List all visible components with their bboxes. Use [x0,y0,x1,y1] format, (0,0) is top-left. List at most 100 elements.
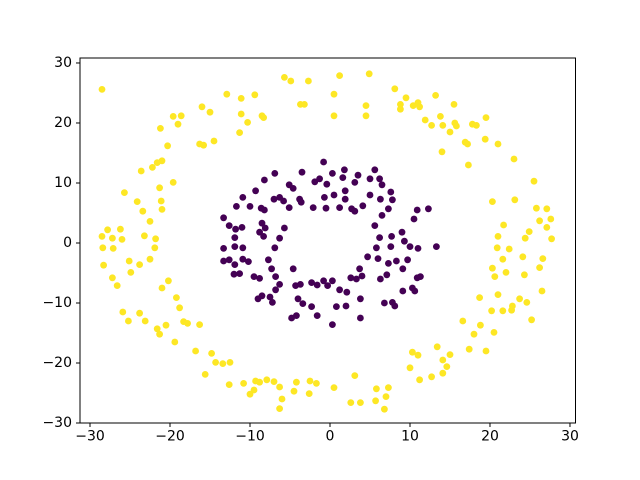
data-point-outer-circle-class [212,359,220,366]
data-point-outer-circle-class [136,261,144,268]
data-point-inner-circle-class [377,195,384,203]
data-point-inner-circle-class [320,277,327,285]
data-point-outer-circle-class [158,284,166,292]
data-point-inner-circle-class [425,205,432,213]
data-point-inner-circle-class [239,244,247,252]
data-point-inner-circle-class [231,261,239,268]
data-point-outer-circle-class [165,277,172,285]
data-point-outer-circle-class [533,204,540,212]
data-point-outer-circle-class [385,384,392,391]
data-point-outer-circle-class [505,245,513,253]
data-point-outer-circle-class [171,338,179,346]
data-point-outer-circle-class [118,236,126,243]
data-point-outer-circle-class [153,325,161,333]
data-point-inner-circle-class [341,187,349,195]
data-point-outer-circle-class [152,235,160,243]
data-point-outer-circle-class [287,77,295,85]
y-tick-label: 0 [63,235,72,251]
data-point-inner-circle-class [336,286,343,294]
data-point-inner-circle-class [298,168,306,176]
data-point-inner-circle-class [322,204,330,212]
data-point-outer-circle-class [146,255,154,263]
y-tick-label: 30 [54,55,72,71]
data-point-inner-circle-class [321,194,328,201]
data-point-outer-circle-class [490,329,498,336]
data-point-outer-circle-class [198,103,206,111]
data-point-outer-circle-class [536,217,543,225]
data-point-outer-circle-class [414,351,422,359]
data-point-outer-circle-class [109,234,116,242]
data-point-outer-circle-class [176,304,184,312]
data-point-inner-circle-class [404,256,411,264]
data-point-inner-circle-class [272,286,279,294]
data-point-outer-circle-class [278,395,286,403]
data-point-inner-circle-class [256,275,263,282]
data-point-inner-circle-class [329,170,336,177]
data-point-outer-circle-class [146,218,154,225]
data-point-outer-circle-class [347,399,355,406]
data-point-outer-circle-class [117,225,124,233]
data-point-inner-circle-class [387,188,395,196]
data-point-outer-circle-class [446,128,454,136]
data-point-outer-circle-class [373,385,380,393]
data-point-inner-circle-class [254,295,262,303]
data-point-inner-circle-class [250,273,258,280]
data-point-inner-circle-class [353,275,360,283]
data-point-inner-circle-class [285,204,293,212]
data-point-outer-circle-class [98,86,106,93]
data-point-outer-circle-class [196,321,204,328]
data-point-inner-circle-class [357,314,364,322]
data-point-outer-circle-class [260,114,267,121]
data-point-outer-circle-class [113,282,121,289]
data-point-outer-circle-class [270,378,278,385]
data-point-outer-circle-class [236,129,244,137]
data-point-inner-circle-class [268,265,275,273]
data-point-outer-circle-class [489,264,496,272]
data-point-outer-circle-class [439,369,447,377]
data-point-outer-circle-class [523,299,531,306]
data-point-outer-circle-class [169,113,177,120]
data-point-inner-circle-class [289,265,297,273]
data-point-outer-circle-class [119,308,127,316]
data-point-outer-circle-class [464,140,471,148]
data-point-inner-circle-class [265,256,272,264]
data-point-inner-circle-class [376,175,383,183]
data-point-outer-circle-class [157,197,165,205]
data-point-inner-circle-class [343,288,351,296]
data-point-outer-circle-class [104,226,111,234]
data-point-outer-circle-class [330,112,338,120]
data-point-outer-circle-class [365,70,373,78]
data-point-inner-circle-class [232,225,240,233]
data-point-outer-circle-class [477,321,484,329]
data-point-outer-circle-class [391,85,399,93]
data-point-inner-circle-class [411,287,419,295]
x-tick-label: 30 [561,429,579,445]
data-point-inner-circle-class [299,300,307,307]
data-point-outer-circle-class [330,90,338,98]
data-point-outer-circle-class [174,120,182,128]
x-tick-label: 10 [401,429,419,445]
data-point-outer-circle-class [162,321,170,329]
data-point-outer-circle-class [127,269,135,276]
data-point-outer-circle-class [139,207,147,215]
data-point-inner-circle-class [313,281,321,289]
data-point-outer-circle-class [219,360,227,367]
data-point-outer-circle-class [156,184,164,192]
data-point-outer-circle-class [439,122,447,129]
data-point-inner-circle-class [238,224,246,231]
data-point-inner-circle-class [280,197,287,205]
data-point-inner-circle-class [261,224,269,232]
data-point-outer-circle-class [409,348,416,356]
data-point-outer-circle-class [493,244,501,252]
data-point-inner-circle-class [271,244,279,252]
data-point-inner-circle-class [342,302,350,310]
data-point-inner-circle-class [239,255,247,263]
data-point-outer-circle-class [536,264,543,271]
data-point-outer-circle-class [149,164,156,171]
data-point-outer-circle-class [121,189,128,197]
data-point-inner-circle-class [388,233,395,240]
data-point-outer-circle-class [372,397,379,405]
data-point-inner-circle-class [260,233,267,240]
data-point-outer-circle-class [543,205,551,213]
